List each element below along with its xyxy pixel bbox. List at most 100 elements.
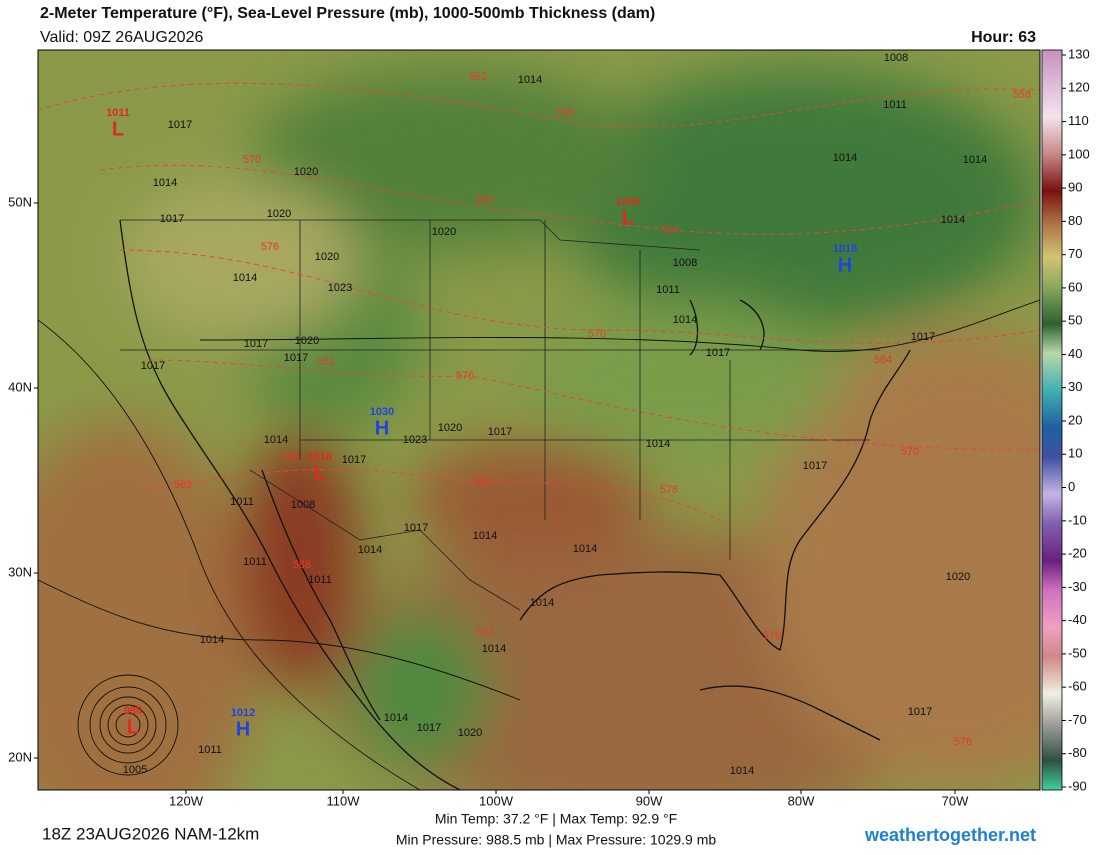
isobar-label: 1014: [384, 712, 408, 724]
borders: [120, 219, 880, 611]
lon-label: 90W: [636, 793, 663, 808]
colorbar-label: -30: [1068, 579, 1087, 594]
isobar-label: 1011: [230, 496, 254, 508]
lon-label: 100W: [479, 793, 514, 808]
colorbar-label: -60: [1068, 679, 1087, 694]
isobar-label: 1017: [160, 213, 184, 225]
colorbar: [1041, 49, 1063, 791]
isobar-label: 1020: [315, 251, 339, 263]
isobar-label: 1014: [833, 152, 857, 164]
lat-label: 50N: [8, 194, 32, 209]
isobar-label: 1017: [488, 426, 512, 438]
colorbar-label: 70: [1068, 246, 1082, 261]
isobar-label: 1008: [291, 499, 315, 511]
colorbar-label: -70: [1068, 712, 1087, 727]
isobars: [38, 299, 1040, 790]
thickness-label: 582: [476, 626, 494, 638]
pressure-center-value: 1012: [231, 707, 255, 719]
pressure-center-value: 1006: [616, 196, 640, 208]
isobar-label: 1014: [200, 634, 224, 646]
thickness-label: 570: [901, 446, 919, 458]
isobar-label: 1017: [417, 722, 441, 734]
coastlines: [119, 219, 911, 790]
isobar-label: 1014: [963, 154, 987, 166]
pressure-center-letter: H: [236, 718, 250, 740]
colorbar-label: 30: [1068, 379, 1082, 394]
thickness-label: 576: [660, 484, 678, 496]
colorbar-label: 130: [1068, 46, 1090, 61]
colorbar-label: 120: [1068, 80, 1090, 95]
isobar-label: 1017: [706, 347, 730, 359]
isobar-label: 1008: [673, 257, 697, 269]
isobar-label: 1020: [295, 335, 319, 347]
colorbar-label: 110: [1068, 113, 1089, 128]
thickness-label: 582: [317, 356, 335, 368]
forecast-hour: Hour: 63: [971, 29, 1036, 46]
isobar-label: 1017: [168, 119, 192, 131]
pressure-center-letter: L: [127, 716, 139, 738]
site-credit: weathertogether.net: [864, 825, 1036, 845]
colorbar-label: 80: [1068, 213, 1082, 228]
colorbar-label: 50: [1068, 313, 1082, 328]
isobar-label: 1014: [264, 434, 288, 446]
lat-label: 20N: [8, 749, 32, 764]
colorbar-label: 90: [1068, 180, 1082, 195]
pressure-center-value: 1030: [370, 406, 394, 418]
thickness-label: 564: [874, 354, 892, 366]
colorbar-label: -40: [1068, 612, 1087, 627]
pressure-center-letter: L: [314, 462, 326, 484]
isobar-label: 1017: [284, 352, 308, 364]
colorbar-label: -90: [1068, 778, 1087, 793]
isobar-label: 1014: [518, 74, 542, 86]
colorbar-label: 0: [1068, 479, 1075, 494]
pressure-center-value: 988: [124, 705, 142, 717]
isobar-label: 1011: [883, 99, 907, 111]
isobar-label: 1014: [573, 543, 597, 555]
isobar-label: 1014: [730, 765, 754, 777]
map-field: [38, 50, 1040, 790]
isobar-label: 1017: [404, 522, 428, 534]
map-frame: [37, 49, 1041, 791]
thickness-label: 564: [476, 194, 494, 206]
colorbar-label: -50: [1068, 645, 1087, 660]
model-run: 18Z 23AUG2026 NAM-12km: [42, 824, 259, 843]
isobar-label: 1020: [438, 422, 462, 434]
map-title: 2-Meter Temperature (°F), Sea-Level Pres…: [40, 5, 655, 22]
pressure-center-letter: H: [375, 417, 389, 439]
pressure-range: Min Pressure: 988.5 mb | Max Pressure: 1…: [396, 832, 717, 848]
lat-label: 40N: [8, 379, 32, 394]
isobar-label: 1020: [458, 727, 482, 739]
isobar-label: 1017: [911, 331, 935, 343]
colorbar-label: -80: [1068, 745, 1087, 760]
isobar-label: 1014: [473, 530, 497, 542]
lon-label: 110W: [327, 793, 361, 808]
isobar-label: 1011: [308, 574, 332, 586]
isobar-label: 1014: [233, 272, 257, 284]
thickness-label: 576: [763, 630, 781, 642]
isobar-label: 1011: [656, 284, 680, 296]
colorbar-label: 100: [1068, 146, 1090, 161]
lon-label: 70W: [942, 793, 969, 808]
isobar-label: 1017: [342, 454, 366, 466]
pressure-center-letter: H: [838, 254, 852, 276]
pressure-center-letter: L: [112, 118, 124, 140]
isobar-label: 1005: [123, 764, 147, 776]
colorbar-label: -10: [1068, 512, 1087, 527]
isobar-label: 1017: [803, 460, 827, 472]
isobar-label: 1014: [941, 214, 965, 226]
isobar-label: 1020: [946, 571, 970, 583]
thickness-label: 564: [661, 224, 679, 236]
pressure-center-letter: L: [622, 207, 634, 229]
isobar-label: 1014: [646, 438, 670, 450]
thickness-label: 582: [174, 479, 192, 491]
isobar-label: 1014: [153, 177, 177, 189]
colorbar-label: -20: [1068, 546, 1087, 561]
isobar-label: 1023: [328, 282, 352, 294]
isobar-label: 1023: [403, 434, 427, 446]
isobar-label: 1011: [198, 744, 222, 756]
thickness-label: 558: [556, 107, 574, 119]
pressure-center-value: 1018: [833, 243, 857, 255]
isobar-label: 1014: [530, 597, 554, 609]
colorbar-label: 40: [1068, 346, 1082, 361]
thickness-label: 576: [954, 736, 972, 748]
